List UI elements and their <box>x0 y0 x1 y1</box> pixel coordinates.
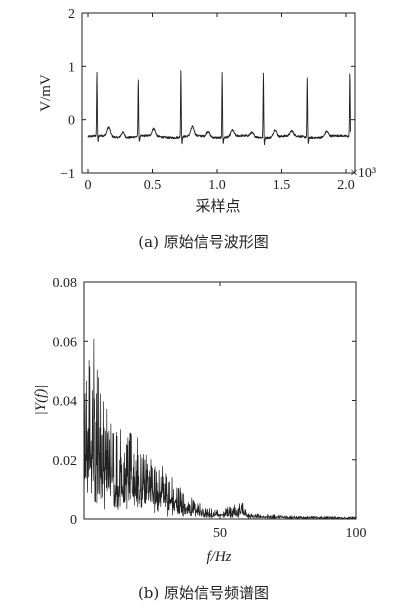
waveform-y-tick-label: 2 <box>68 7 75 22</box>
waveform-x-tick-label: 0.5 <box>144 178 162 193</box>
spectrum-x-tick-label: 50 <box>213 526 227 541</box>
waveform-x-tick-label: 2.0 <box>337 178 355 193</box>
spectrum-y-tick-label: 0 <box>70 513 77 528</box>
spectrum-x-axis-label: f/Hz <box>206 549 231 565</box>
spectrum-y-tick-label: 0.02 <box>53 454 78 469</box>
waveform-series-line <box>87 70 351 146</box>
spectrum-y-tick-label: 0.04 <box>53 395 78 410</box>
waveform-x-tick-label: 0 <box>85 178 92 193</box>
spectrum-caption: (b) 原始信号频谱图 <box>137 584 270 602</box>
waveform-y-tick-label: 0 <box>68 114 75 129</box>
spectrum-y-tick-label: 0.06 <box>53 335 78 350</box>
spectrum-series-line <box>83 338 357 520</box>
waveform-x-tick-label: 1.0 <box>208 178 226 193</box>
waveform-ticks <box>82 12 355 174</box>
waveform-plot-frame <box>81 12 356 174</box>
spectrum-chart: 50 100 0 0.02 0.04 0.06 0.08 f/Hz |Y(f)| <box>33 276 367 565</box>
waveform-x-tick-label: 1.5 <box>273 178 291 193</box>
waveform-y-tick-label: 1 <box>68 60 75 75</box>
spectrum-x-tick-label: 100 <box>346 526 367 541</box>
spectrum-y-tick-label: 0.08 <box>53 276 78 291</box>
waveform-x-axis-label: 采样点 <box>195 198 240 215</box>
waveform-caption: (a) 原始信号波形图 <box>138 233 269 251</box>
waveform-chart: 0 0.5 1.0 1.5 2.0 −1 0 1 2 ×10³ 采样点 V/mV <box>38 7 376 215</box>
waveform-x-multiplier: ×10³ <box>350 166 376 181</box>
waveform-y-axis-label: V/mV <box>38 74 54 112</box>
spectrum-y-axis-label: |Y(f)| <box>33 385 49 416</box>
waveform-y-tick-label: −1 <box>60 167 75 182</box>
